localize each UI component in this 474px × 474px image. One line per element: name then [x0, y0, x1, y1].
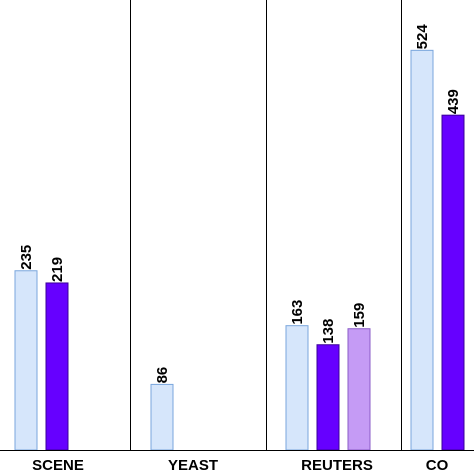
data-label-yeast-series-1: 86 [154, 367, 171, 384]
data-label-scene-series-2: 219 [49, 257, 66, 282]
category-label-reuters: REUTERS [301, 457, 373, 474]
data-labels-group: 235 219 86 163 138 159 524 439 [18, 24, 462, 384]
category-labels-group: SCENE YEAST REUTERS CO [32, 457, 448, 474]
data-label-reuters-series-3: 159 [351, 303, 368, 328]
category-label-yeast: YEAST [168, 457, 218, 474]
bars-group [14, 49, 465, 451]
bar-yeast-series-1 [150, 383, 174, 451]
category-separators [130, 0, 402, 450]
category-label-scene: SCENE [32, 457, 84, 474]
data-label-co-series-1: 524 [414, 24, 431, 50]
bar-scene-series-1 [14, 270, 38, 451]
data-label-reuters-series-2: 138 [320, 319, 337, 344]
data-label-scene-series-1: 235 [18, 245, 35, 270]
bar-co-series-2 [441, 114, 465, 451]
bar-reuters-series-3 [347, 328, 371, 451]
bar-reuters-series-2 [316, 344, 340, 451]
category-label-co: CO [426, 457, 449, 474]
data-label-co-series-2: 439 [445, 89, 462, 114]
bar-scene-series-2 [45, 282, 69, 451]
bar-reuters-series-1 [285, 325, 309, 451]
bar-co-series-1 [410, 49, 434, 451]
data-label-reuters-series-1: 163 [289, 300, 306, 325]
